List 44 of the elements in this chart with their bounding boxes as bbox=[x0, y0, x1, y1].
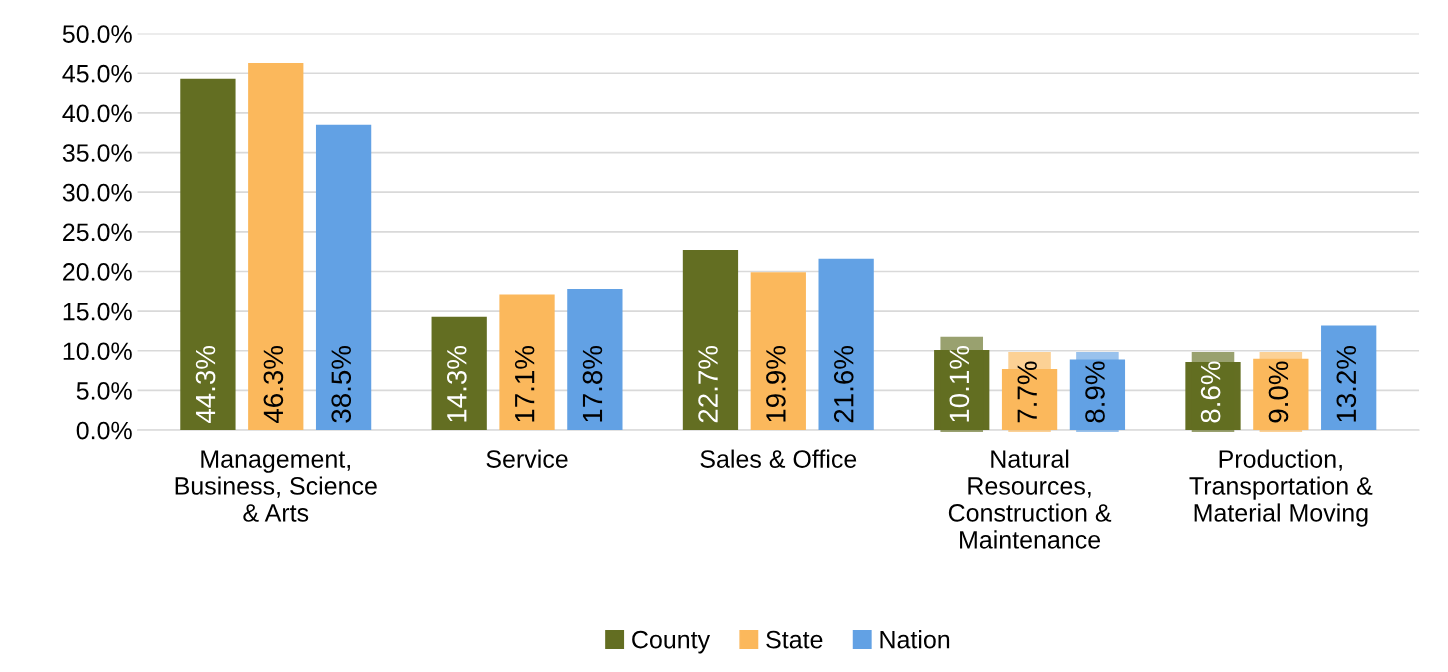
bar bbox=[431, 316, 487, 431]
y-tick-label: 5.0% bbox=[76, 382, 132, 400]
text: 44.3% bbox=[195, 345, 216, 424]
y-tick-label: 20.0% bbox=[63, 263, 132, 281]
text: 17.8% bbox=[582, 345, 603, 422]
text: 10.1% bbox=[949, 345, 970, 422]
text: 17.1% bbox=[514, 345, 535, 422]
y-tick-label: 10.0% bbox=[63, 342, 132, 361]
text: 19.9% bbox=[766, 345, 786, 422]
legend-label: County bbox=[632, 630, 711, 654]
x-tick-label: Natural Resources, Construction & Maintenance bbox=[948, 449, 1112, 549]
y-tick-label: 40.0% bbox=[62, 104, 132, 123]
text: 38.5% bbox=[331, 345, 352, 423]
bar bbox=[567, 288, 623, 431]
bar bbox=[248, 62, 304, 431]
bar bbox=[818, 258, 874, 431]
y-tick-label: 0.0% bbox=[76, 421, 132, 440]
text: 21.6% bbox=[833, 345, 854, 423]
legend-label: State bbox=[766, 630, 823, 649]
text: 22.7% bbox=[698, 345, 718, 423]
y-tick-label: 15.0% bbox=[63, 302, 132, 321]
y-tick-label: 45.0% bbox=[62, 64, 132, 83]
x-tick-label: Sales & Office bbox=[700, 449, 857, 468]
text: 13.2% bbox=[1336, 345, 1357, 422]
bar bbox=[1321, 325, 1377, 431]
bar bbox=[180, 78, 236, 431]
y-tick-label: 25.0% bbox=[63, 223, 132, 242]
legend-label: Nation bbox=[880, 630, 950, 649]
text: 8.9% bbox=[1085, 361, 1105, 423]
text: 9.0% bbox=[1268, 361, 1289, 423]
bar bbox=[750, 272, 806, 431]
x-tick-label: Management, Business, Science & Arts bbox=[175, 450, 377, 522]
y-tick-label: 50.0% bbox=[62, 25, 132, 43]
x-tick-label: Service bbox=[486, 449, 568, 468]
text: 14.3% bbox=[446, 345, 467, 422]
y-tick-label: 30.0% bbox=[62, 183, 132, 202]
text: 46.3% bbox=[263, 345, 284, 424]
y-tick-label: 35.0% bbox=[62, 144, 132, 162]
x-tick-label: Production, Transportation & Material Moving bbox=[1189, 449, 1373, 527]
text: 8.6% bbox=[1200, 361, 1221, 423]
bar bbox=[315, 124, 372, 431]
text: 7.7% bbox=[1017, 361, 1037, 423]
bar bbox=[682, 250, 739, 431]
bar bbox=[499, 294, 555, 431]
